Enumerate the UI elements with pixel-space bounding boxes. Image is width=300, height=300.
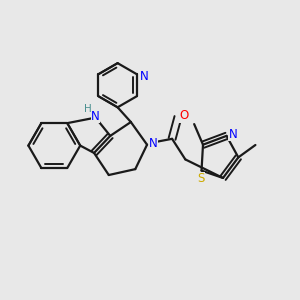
- Text: H: H: [84, 104, 92, 114]
- Text: N: N: [91, 110, 100, 123]
- Text: S: S: [197, 172, 205, 185]
- Text: O: O: [180, 109, 189, 122]
- Text: N: N: [140, 70, 148, 83]
- Text: N: N: [149, 137, 158, 150]
- Text: N: N: [229, 128, 237, 141]
